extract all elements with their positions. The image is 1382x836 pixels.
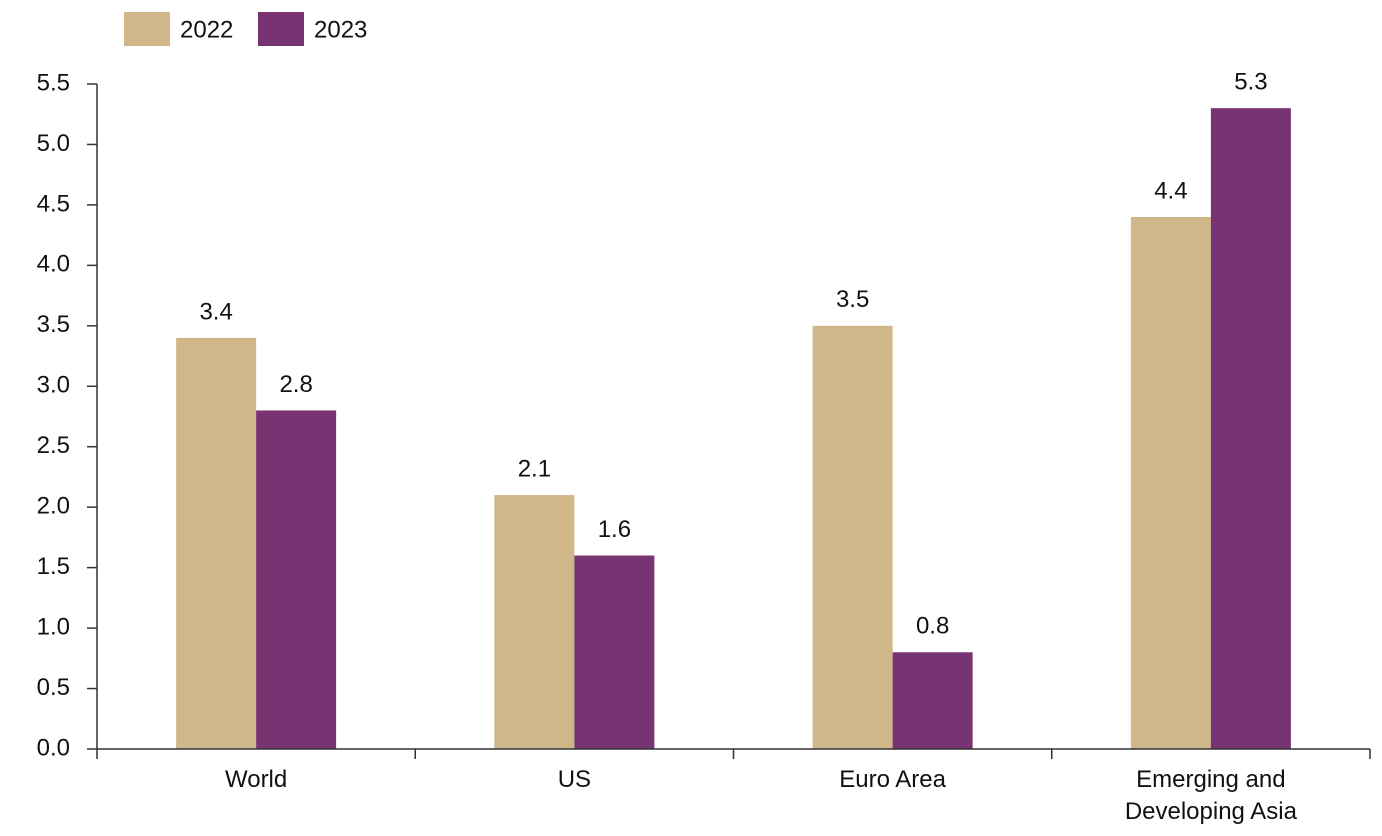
data-label: 2.8	[279, 371, 312, 398]
y-tick-label: 1.0	[37, 613, 70, 640]
data-label: 5.3	[1234, 69, 1267, 96]
x-tick-label: Euro Area	[839, 766, 946, 793]
y-tick-label: 0.5	[37, 674, 70, 701]
x-tick-label: US	[557, 766, 592, 793]
x-tick-label: Emerging and Developing Asia	[1124, 766, 1297, 825]
legend-label: 2023	[314, 16, 367, 43]
y-tick-label: 0.0	[37, 734, 70, 761]
y-tick-label: 5.5	[37, 69, 70, 96]
bar	[256, 410, 337, 749]
y-tick-label: 5.0	[37, 130, 70, 157]
bar	[176, 337, 257, 749]
bar	[892, 652, 973, 749]
y-tick-label: 2.0	[37, 493, 70, 520]
bar	[1130, 217, 1211, 749]
data-label: 4.4	[1154, 177, 1187, 204]
data-label: 2.1	[518, 455, 551, 482]
data-label: 1.6	[598, 516, 631, 543]
y-tick-label: 1.5	[37, 553, 70, 580]
bar	[494, 495, 575, 749]
data-label: 3.4	[199, 298, 232, 325]
legend-label: 2022	[180, 16, 233, 43]
data-label: 0.8	[916, 613, 949, 640]
legend-swatch	[258, 12, 304, 46]
y-tick-label: 3.5	[37, 311, 70, 338]
y-tick-label: 2.5	[37, 432, 70, 459]
bar	[574, 555, 655, 749]
bar	[812, 325, 893, 749]
y-tick-label: 4.5	[37, 190, 70, 217]
bar	[1210, 108, 1291, 749]
x-tick-label: World	[225, 766, 288, 793]
y-tick-label: 3.0	[37, 372, 70, 399]
legend-swatch	[124, 12, 170, 46]
data-label: 3.5	[836, 286, 869, 313]
y-tick-label: 4.0	[37, 251, 70, 278]
